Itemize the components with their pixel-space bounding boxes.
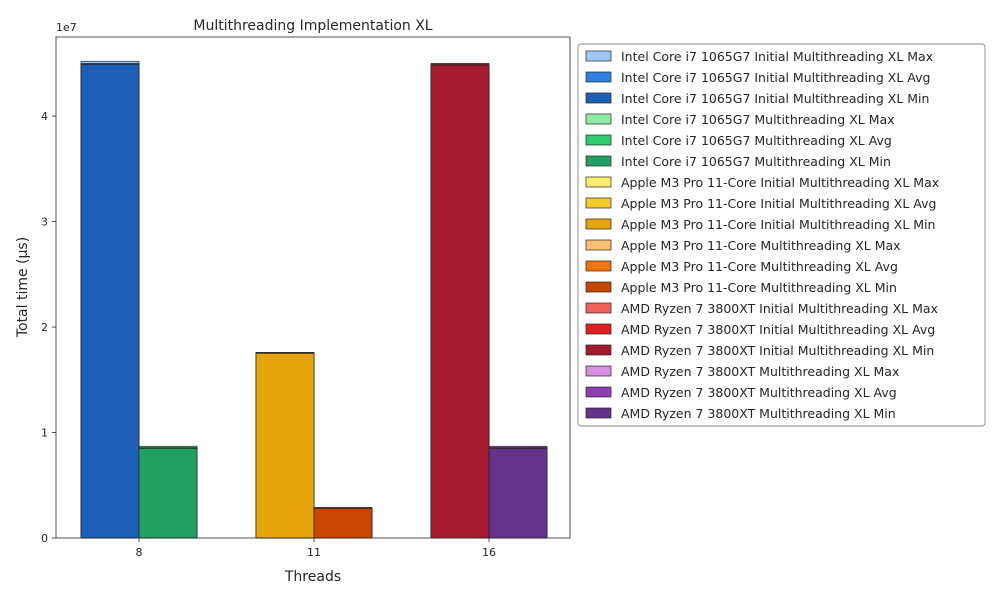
legend-label: Intel Core i7 1065G7 Multithreading XL A… [621, 133, 892, 148]
bar [430, 65, 490, 539]
legend-swatch [585, 71, 612, 83]
legend-swatch [585, 344, 612, 356]
y-axis-label: Total time (µs) [15, 237, 31, 338]
legend-swatch [585, 50, 612, 62]
legend-swatch [585, 302, 612, 314]
y-tick-label: 2 [41, 321, 48, 334]
legend-label: Apple M3 Pro 11-Core Initial Multithread… [621, 196, 936, 211]
bar [313, 508, 373, 539]
bars-layer [80, 60, 548, 539]
legend-swatch [585, 260, 612, 272]
legend-label: Apple M3 Pro 11-Core Initial Multithread… [621, 217, 935, 232]
legend-label: Intel Core i7 1065G7 Initial Multithread… [621, 70, 930, 85]
legend-swatch [585, 113, 612, 125]
legend-swatch [585, 176, 612, 188]
legend-swatch [585, 407, 612, 419]
x-tick-label: 8 [136, 546, 143, 559]
bar [138, 447, 198, 539]
y-scale-label: 1e7 [56, 21, 77, 34]
y-axis: 0 1 2 3 4 [41, 110, 56, 545]
legend-label: AMD Ryzen 7 3800XT Multithreading XL Min [621, 406, 896, 421]
legend-swatch [585, 197, 612, 209]
legend-swatch [585, 92, 612, 104]
legend: Intel Core i7 1065G7 Initial Multithread… [577, 43, 986, 427]
chart-title: Multithreading Implementation XL [193, 18, 432, 34]
legend-swatch [585, 386, 612, 398]
x-axis-label: Threads [284, 569, 341, 585]
legend-label: AMD Ryzen 7 3800XT Initial Multithreadin… [621, 343, 934, 358]
legend-frame [577, 43, 986, 427]
legend-label: Intel Core i7 1065G7 Initial Multithread… [621, 91, 929, 106]
legend-label: AMD Ryzen 7 3800XT Multithreading XL Avg [621, 385, 897, 400]
bar [255, 353, 315, 539]
legend-swatch [585, 365, 612, 377]
legend-label: Apple M3 Pro 11-Core Initial Multithread… [621, 175, 939, 190]
y-tick-label: 3 [41, 216, 48, 229]
legend-label: Apple M3 Pro 11-Core Multithreading XL M… [621, 280, 897, 295]
x-tick-label: 11 [307, 546, 321, 559]
legend-label: AMD Ryzen 7 3800XT Multithreading XL Max [621, 364, 899, 379]
legend-swatch [585, 134, 612, 146]
legend-label: Apple M3 Pro 11-Core Multithreading XL A… [621, 259, 898, 274]
x-tick-label: 16 [482, 546, 496, 559]
legend-swatch [585, 155, 612, 167]
x-axis: 8 11 16 [136, 538, 496, 559]
legend-label: AMD Ryzen 7 3800XT Initial Multithreadin… [621, 301, 938, 316]
legend-swatch [585, 218, 612, 230]
y-tick-label: 4 [41, 110, 48, 123]
legend-swatch [585, 281, 612, 293]
y-tick-label: 1 [41, 427, 48, 440]
legend-swatch [585, 323, 612, 335]
plot-frame [55, 36, 571, 539]
legend-label: AMD Ryzen 7 3800XT Initial Multithreadin… [621, 322, 935, 337]
y-tick-label: 0 [41, 532, 48, 545]
bar [488, 447, 548, 539]
legend-label: Intel Core i7 1065G7 Initial Multithread… [621, 49, 933, 64]
legend-label: Intel Core i7 1065G7 Multithreading XL M… [621, 154, 891, 169]
bar [80, 64, 140, 539]
legend-swatch [585, 239, 612, 251]
legend-label: Apple M3 Pro 11-Core Multithreading XL M… [621, 238, 901, 253]
legend-label: Intel Core i7 1065G7 Multithreading XL M… [621, 112, 895, 127]
